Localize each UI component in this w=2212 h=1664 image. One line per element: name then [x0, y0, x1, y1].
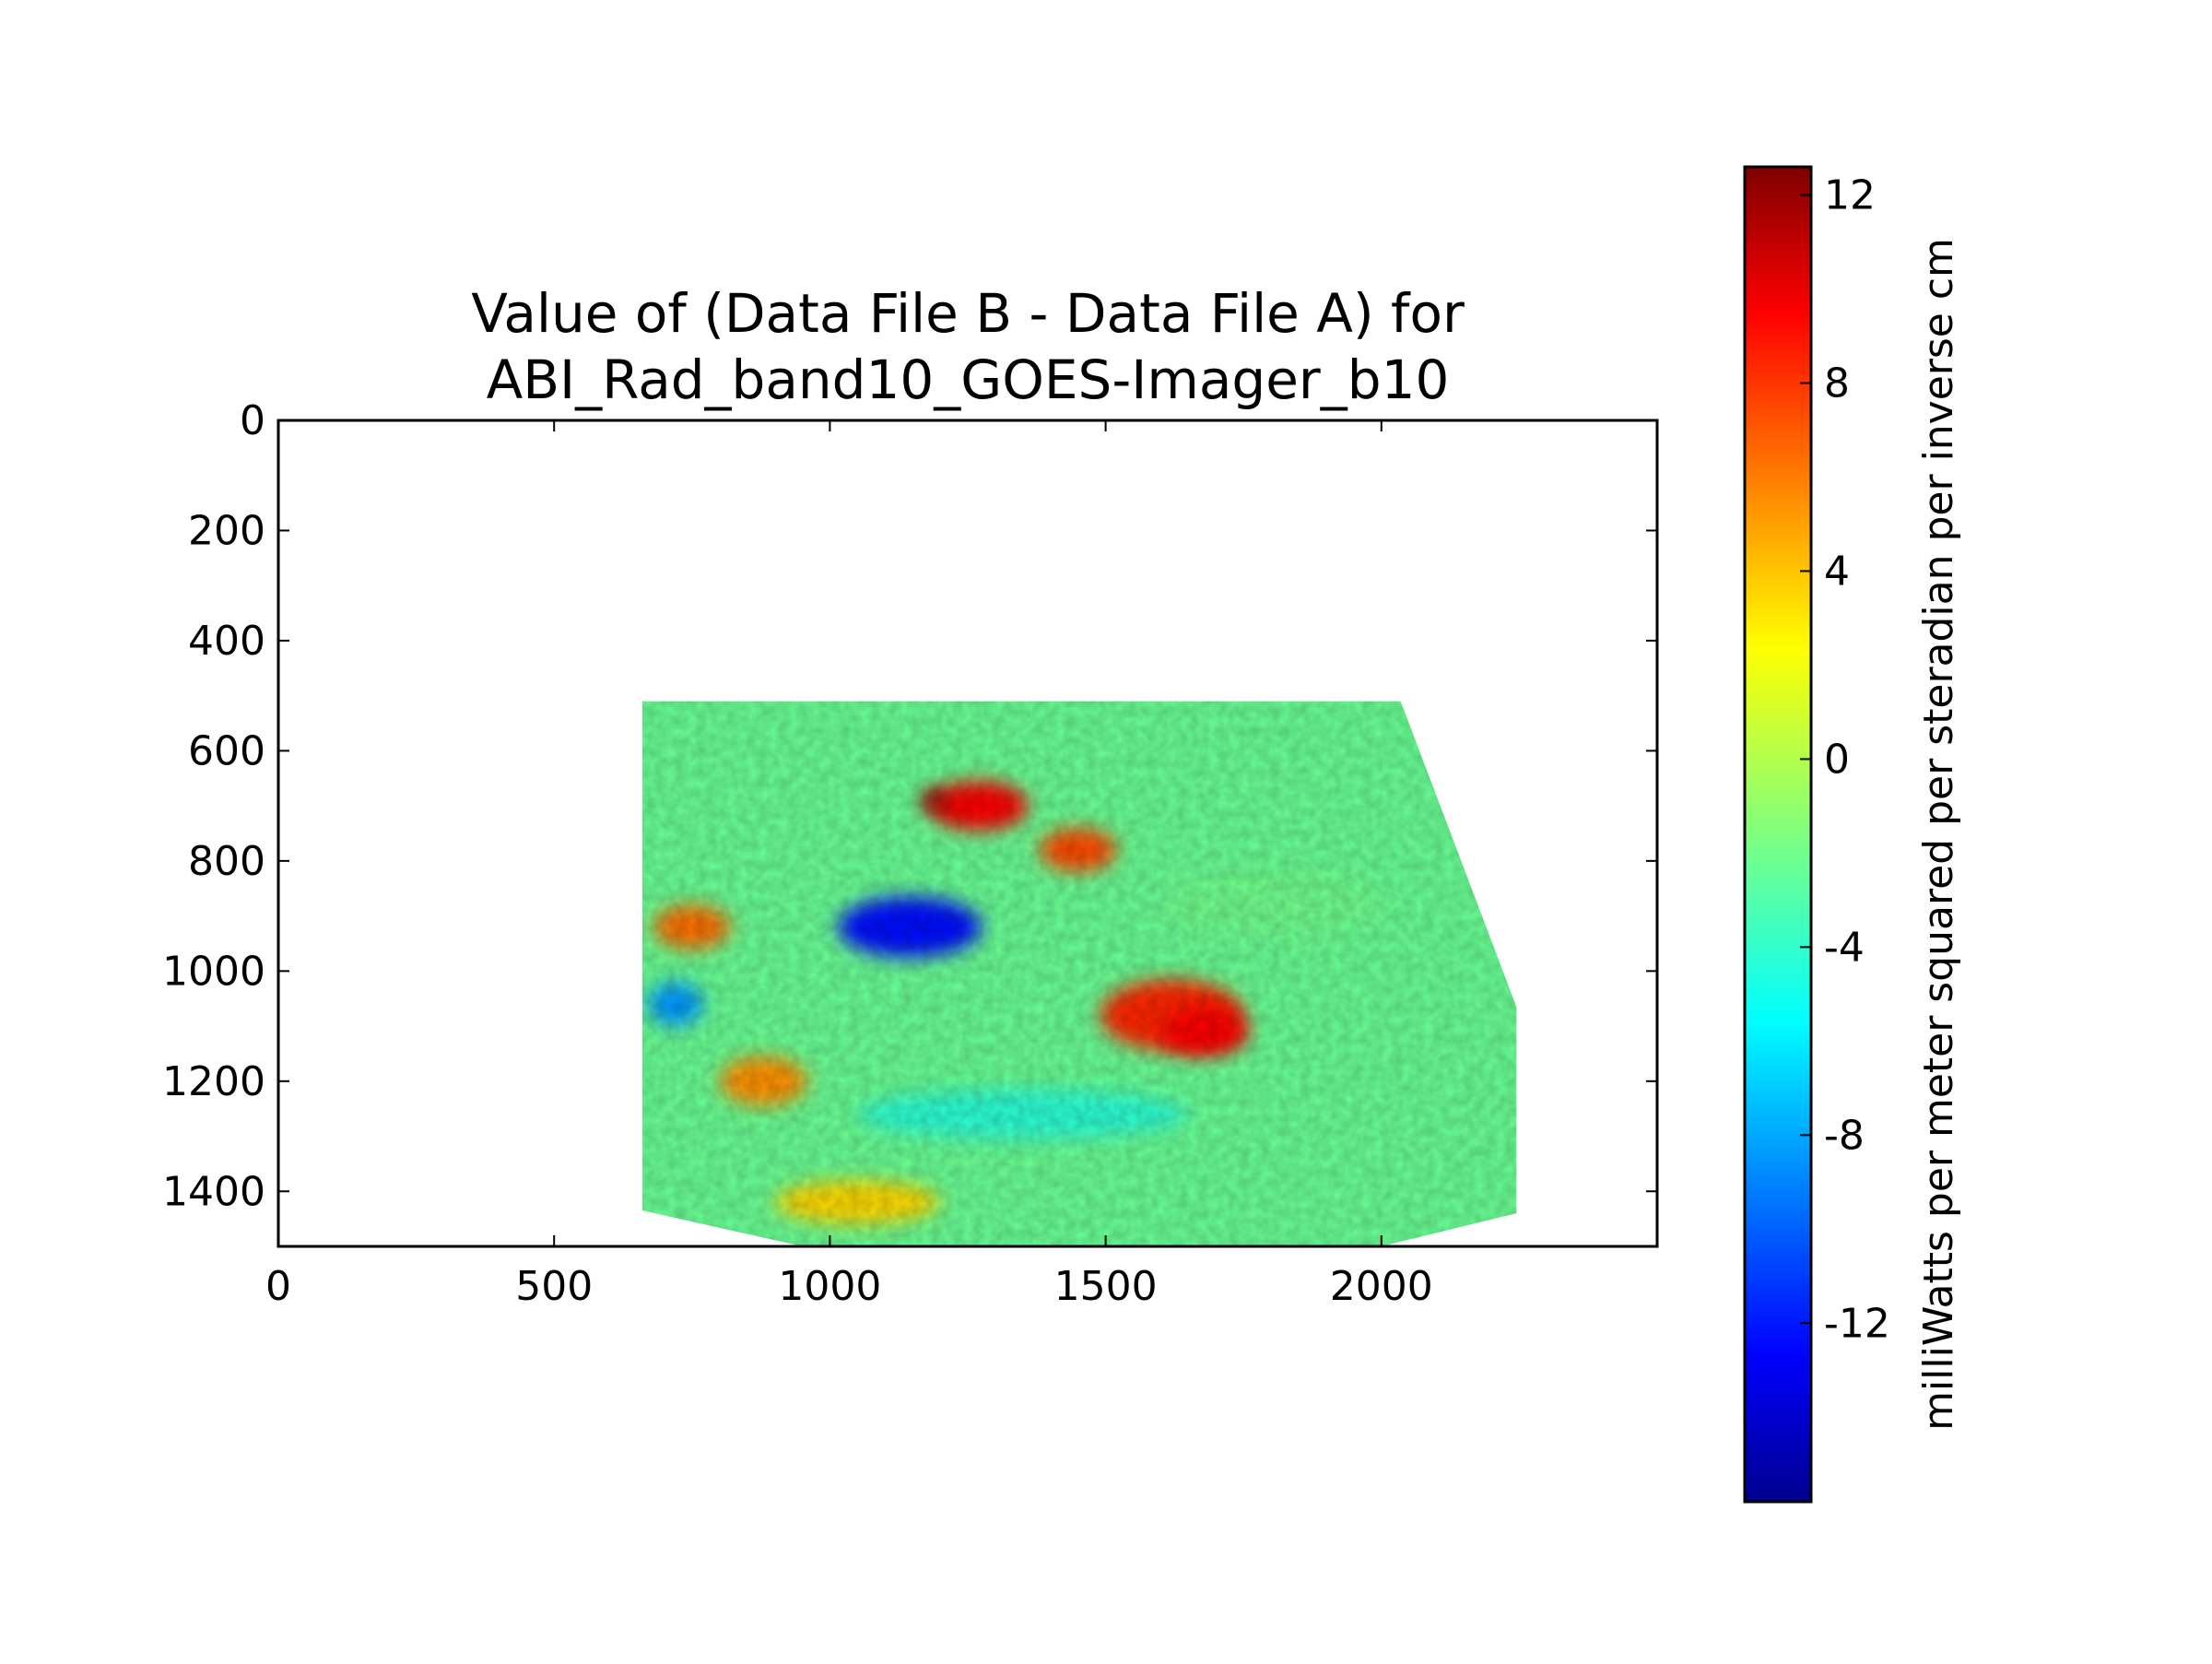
y-tick-label: 800: [188, 838, 265, 885]
x-tick-label: 1500: [1054, 1263, 1158, 1310]
plot-area: [641, 701, 1517, 1246]
x-axis: 0 500 1000 1500 2000: [265, 420, 1433, 1310]
x-tick-label: 2000: [1330, 1263, 1433, 1310]
y-tick-label: 1400: [162, 1168, 265, 1215]
colorbar-tick-label: -12: [1824, 1300, 1890, 1347]
x-tick-label: 500: [515, 1263, 593, 1310]
colorbar-axis: 12 8 4 0 -4 -8 -12: [1800, 172, 1890, 1347]
y-tick-label: 0: [240, 397, 265, 444]
axes-frame: [276, 419, 1659, 1248]
colorbar-label: milliWatts per meter squared per steradi…: [1915, 238, 1962, 1431]
colorbar-tick-label: 12: [1824, 172, 1876, 219]
y-tick-label: 600: [188, 727, 265, 774]
x-tick-label: 0: [265, 1263, 291, 1310]
colorbar-tick-label: 4: [1824, 548, 1850, 595]
y-tick-label: 400: [188, 618, 265, 665]
y-tick-label: 1000: [162, 948, 265, 995]
x-tick-label: 1000: [778, 1263, 881, 1310]
heatmap-data-region: [641, 701, 1517, 1246]
y-tick-label: 1200: [162, 1058, 265, 1105]
chart-title-line-2: ABI_Rad_band10_GOES-Imager_b10: [487, 348, 1450, 411]
colorbar-tick-label: -4: [1824, 924, 1865, 971]
chart-title-line-1: Value of (Data File B - Data File A) for: [471, 282, 1465, 345]
colorbar-tick-label: -8: [1824, 1112, 1865, 1159]
colorbar-tick-label: 0: [1824, 736, 1850, 783]
y-axis: 0 200 400 600 800 1000 1200 1400: [162, 397, 1657, 1215]
heatmap-texture: [641, 701, 1517, 1246]
colorbar-tick-label: 8: [1824, 360, 1850, 407]
colorbar: [1743, 165, 1813, 1504]
y-tick-label: 200: [188, 507, 265, 554]
